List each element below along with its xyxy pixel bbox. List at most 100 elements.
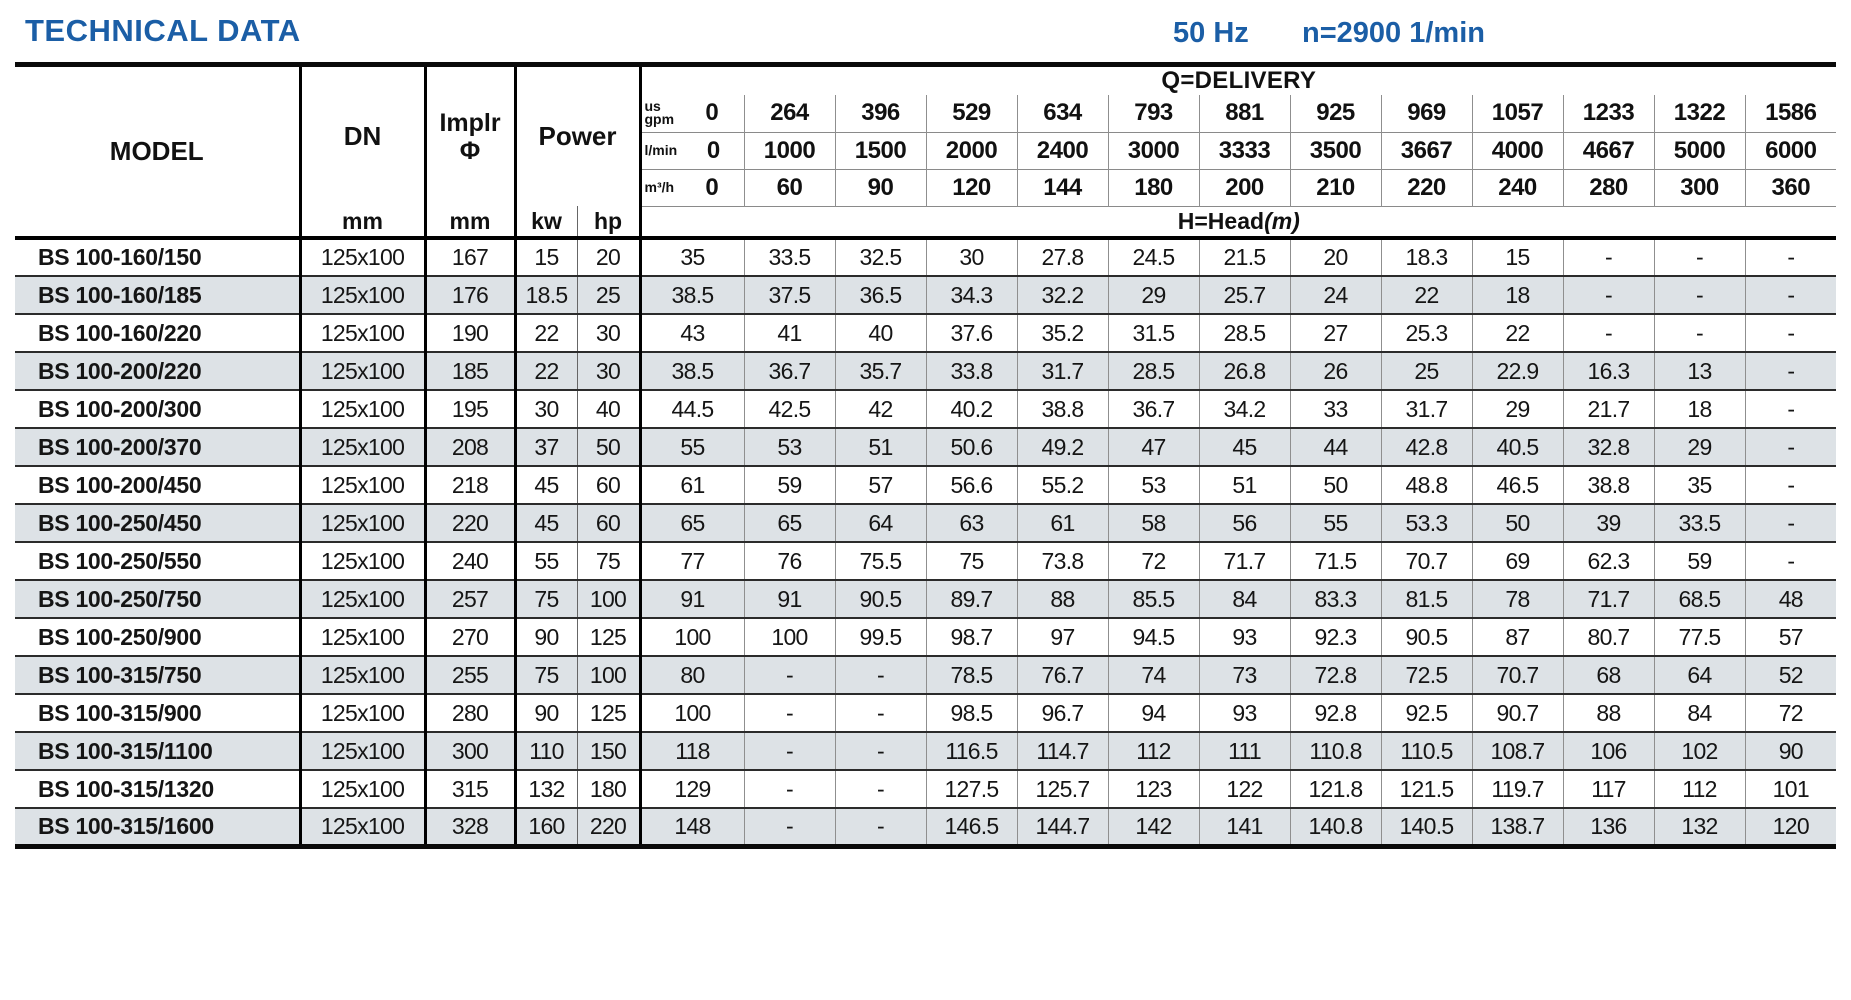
cell-head: 63 [925, 504, 1017, 542]
cell-implr: 328 [423, 808, 515, 846]
q-col-header: 2400 [1016, 132, 1108, 169]
cell-head: - [743, 770, 835, 808]
cell-head: 31.7 [1016, 352, 1108, 390]
cell-head: 35 [1653, 466, 1745, 504]
cell-implr: 240 [423, 542, 515, 580]
cell-kw: 110 [513, 732, 577, 770]
q-col-header: 180 [1107, 169, 1199, 206]
cell-head: - [1744, 428, 1837, 466]
cell-head: 20 [1289, 238, 1381, 276]
q-col-header: 0 [705, 173, 719, 201]
cell-head: 24.5 [1107, 238, 1199, 276]
cell-head: 52 [1744, 656, 1837, 694]
cell-kw: 55 [513, 542, 577, 580]
cell-head: 65 [638, 504, 744, 542]
cell-kw: 160 [513, 808, 577, 846]
cell-head: 108.7 [1471, 732, 1563, 770]
cell-head: 50 [1289, 466, 1381, 504]
cell-head: 78 [1471, 580, 1563, 618]
cell-head: 116.5 [925, 732, 1017, 770]
cell-head: 93 [1198, 694, 1290, 732]
q-delivery-header: Q=DELIVERY [638, 64, 1837, 95]
cell-head: 122 [1198, 770, 1290, 808]
cell-hp: 20 [576, 238, 640, 276]
cell-head: 33.8 [925, 352, 1017, 390]
q-col-header: 144 [1016, 169, 1108, 206]
cell-head: 140.5 [1380, 808, 1472, 846]
cell-head: - [834, 732, 926, 770]
cell-head: - [1562, 238, 1654, 276]
q-col-header: 3667 [1380, 132, 1472, 169]
cell-head: 93 [1198, 618, 1290, 656]
cell-head: 84 [1653, 694, 1745, 732]
cell-implr: 195 [423, 390, 515, 428]
cell-dn: 125x100 [298, 542, 425, 580]
cell-head: 118 [638, 732, 744, 770]
cell-dn: 125x100 [298, 504, 425, 542]
cell-head: 26 [1289, 352, 1381, 390]
q-col-header: 90 [834, 169, 926, 206]
table-row: BS 100-200/450 125x100 218 45 60 61 59 57 56.6 55… [15, 466, 1837, 504]
cell-head: - [743, 656, 835, 694]
cell-hp: 50 [576, 428, 640, 466]
cell-implr: 176 [423, 276, 515, 314]
q-col-header: 529 [925, 95, 1017, 132]
cell-head: 136 [1562, 808, 1654, 846]
cell-head: 129 [638, 770, 744, 808]
cell-implr: 300 [423, 732, 515, 770]
cell-head: 88 [1016, 580, 1108, 618]
table-row: BS 100-250/900 125x100 270 90 125 100 100 99.5 9… [15, 618, 1837, 656]
cell-hp: 25 [576, 276, 640, 314]
cell-head: 31.7 [1380, 390, 1472, 428]
cell-head: 55 [1289, 504, 1381, 542]
cell-head: 36.5 [834, 276, 926, 314]
cell-head: 24 [1289, 276, 1381, 314]
cell-head: 40 [834, 314, 926, 352]
cell-implr: 185 [423, 352, 515, 390]
cell-model: BS 100-315/1100 [38, 737, 213, 764]
table-row: BS 100-315/750 125x100 255 75 100 80- -78.5 76.… [15, 656, 1837, 694]
speed-label: n=2900 1/min [1302, 17, 1485, 49]
cell-head: 87 [1471, 618, 1563, 656]
cell-hp: 125 [576, 694, 640, 732]
q-col-header: 1500 [834, 132, 926, 169]
cell-head: 92.8 [1289, 694, 1381, 732]
cell-head: - [1744, 390, 1837, 428]
cell-dn: 125x100 [298, 352, 425, 390]
header-row-units: mm mm kw hp H=Head(m) [15, 205, 1837, 238]
cell-head: 117 [1562, 770, 1654, 808]
cell-head: 70.7 [1380, 542, 1472, 580]
cell-dn: 125x100 [298, 808, 425, 846]
cell-model: BS 100-250/900 [38, 623, 202, 650]
cell-head: 78.5 [925, 656, 1017, 694]
cell-head: 53 [1107, 466, 1199, 504]
cell-model: BS 100-200/450 [38, 471, 202, 498]
cell-head: 94.5 [1107, 618, 1199, 656]
cell-head: - [1744, 466, 1837, 504]
cell-head: 47 [1107, 428, 1199, 466]
cell-head: 69 [1471, 542, 1563, 580]
cell-head: 48.8 [1380, 466, 1472, 504]
cell-head: 61 [638, 466, 744, 504]
cell-head: 75 [925, 542, 1017, 580]
cell-head: 110.5 [1380, 732, 1472, 770]
cell-head: 56.6 [925, 466, 1017, 504]
cell-head: 72 [1744, 694, 1837, 732]
page-title: TECHNICAL DATA [25, 13, 301, 48]
cell-head: 32.2 [1016, 276, 1108, 314]
cell-head: 22 [1471, 314, 1563, 352]
table-row: BS 100-250/750 125x100 257 75 100 91 91 90.5 89.… [15, 580, 1837, 618]
cell-model: BS 100-315/1600 [38, 812, 214, 839]
cell-head: 36.7 [743, 352, 835, 390]
cell-head: 106 [1562, 732, 1654, 770]
q-col-header: 3500 [1289, 132, 1381, 169]
cell-head: 31.5 [1107, 314, 1199, 352]
cell-kw: 90 [513, 618, 577, 656]
cell-head: - [1562, 314, 1654, 352]
cell-hp: 75 [576, 542, 640, 580]
cell-dn: 125x100 [298, 390, 425, 428]
cell-dn: 125x100 [298, 770, 425, 808]
cell-kw: 75 [513, 656, 577, 694]
cell-head: 41 [743, 314, 835, 352]
cell-head: 29 [1471, 390, 1563, 428]
